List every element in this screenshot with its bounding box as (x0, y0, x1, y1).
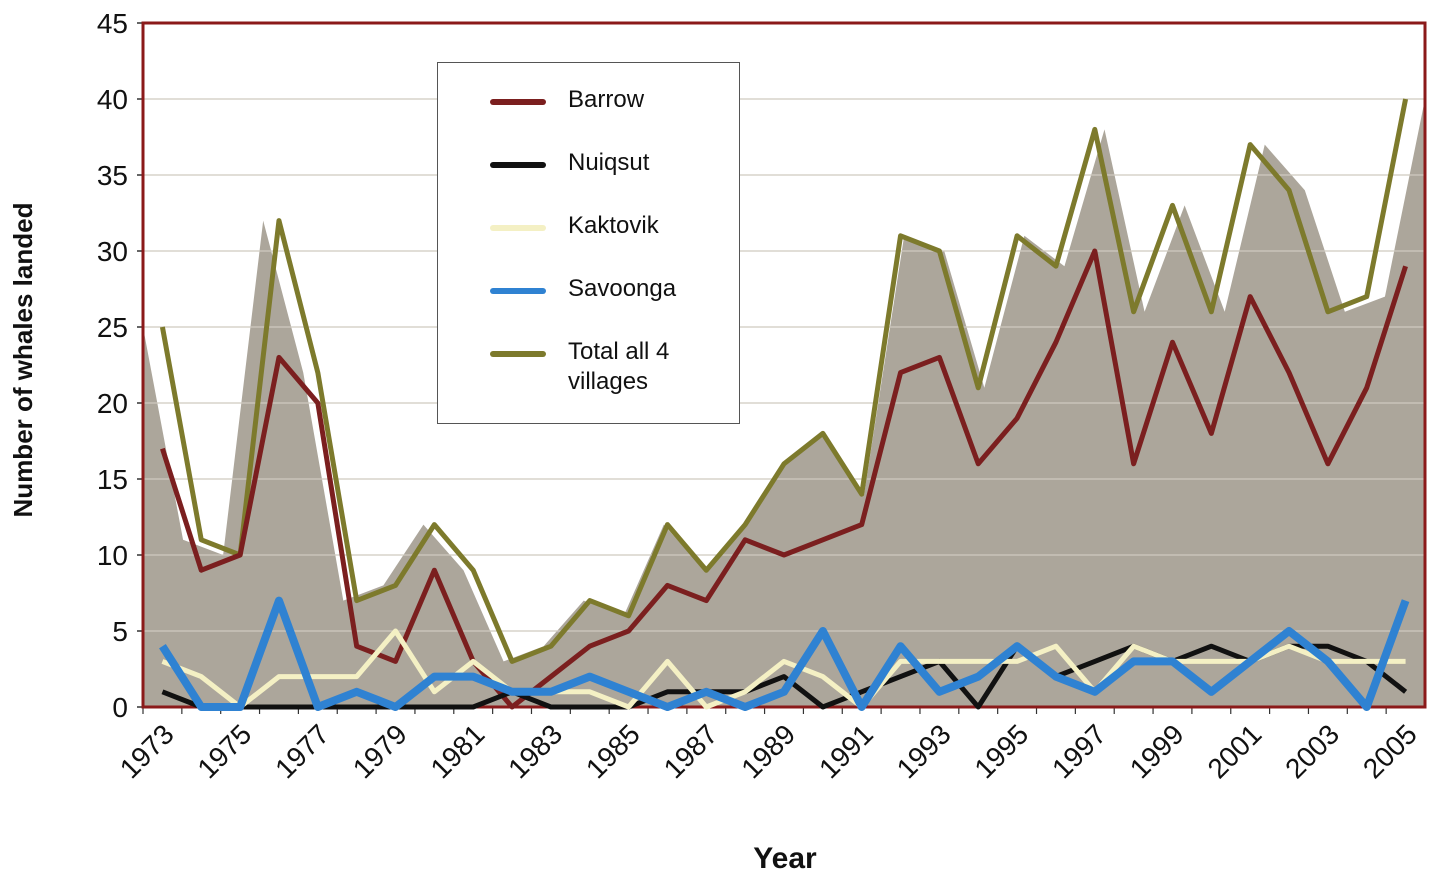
legend-entry: Nuiqsut (490, 149, 718, 178)
y-tick-label: 15 (97, 464, 128, 495)
line-series (161, 643, 1408, 710)
y-tick-label: 5 (112, 616, 128, 647)
x-tick-label: 1981 (425, 718, 491, 784)
y-tick-label: 45 (97, 8, 128, 39)
x-tick-label: 1987 (658, 718, 724, 784)
x-tick-label: 1997 (1046, 718, 1112, 784)
legend-swatch (490, 162, 546, 168)
legend-entry: Savoonga (490, 275, 718, 304)
line-series (159, 596, 1410, 711)
x-tick-label: 2003 (1279, 718, 1345, 784)
legend-entry: Total all 4 villages (490, 338, 718, 397)
x-tick-label: 1999 (1124, 718, 1190, 784)
y-tick-label: 25 (97, 312, 128, 343)
legend-swatch (490, 288, 546, 294)
x-tick-label: 1979 (347, 718, 413, 784)
x-tick-label: 1985 (580, 718, 646, 784)
legend-swatch (490, 351, 546, 357)
x-tick-label: 2001 (1202, 718, 1268, 784)
plot-frame (141, 21, 1427, 709)
x-tick-label: 1975 (191, 718, 257, 784)
x-tick-label: 1993 (891, 718, 957, 784)
legend-entry: Kaktovik (490, 212, 718, 241)
legend-swatch (490, 99, 546, 105)
line-series (161, 628, 1406, 710)
y-tick-label: 0 (112, 692, 128, 723)
legend-label: Kaktovik (568, 212, 659, 239)
legend-swatch (490, 225, 546, 231)
x-tick-label: 1991 (813, 718, 879, 784)
y-axis-label: Number of whales landed (8, 203, 38, 518)
x-tick-label: 1989 (735, 718, 801, 784)
legend-label: Barrow (568, 86, 645, 113)
x-axis-label: Year (753, 842, 817, 875)
y-tick-label: 30 (97, 236, 128, 267)
x-tick-label: 1995 (968, 718, 1034, 784)
x-tick-label: 2005 (1357, 718, 1423, 784)
x-tick-label: 1977 (269, 718, 335, 784)
legend-label: Nuiqsut (568, 149, 650, 176)
x-tick-label: 1973 (114, 718, 180, 784)
y-tick-label: 40 (97, 84, 128, 115)
legend-label: Total all 4 villages (568, 338, 670, 395)
line-series (160, 248, 1408, 710)
legend: Barrow Nuiqsut Kaktovik Savoonga Total all 4… (437, 62, 740, 424)
y-tick-label: 20 (97, 388, 128, 419)
line-series (159, 98, 1409, 664)
x-tick-label: 1983 (502, 718, 568, 784)
y-tick-label: 35 (97, 160, 128, 191)
y-tick-label: 10 (97, 540, 128, 571)
legend-label: Savoonga (568, 275, 677, 302)
legend-entry: Barrow (490, 86, 718, 115)
